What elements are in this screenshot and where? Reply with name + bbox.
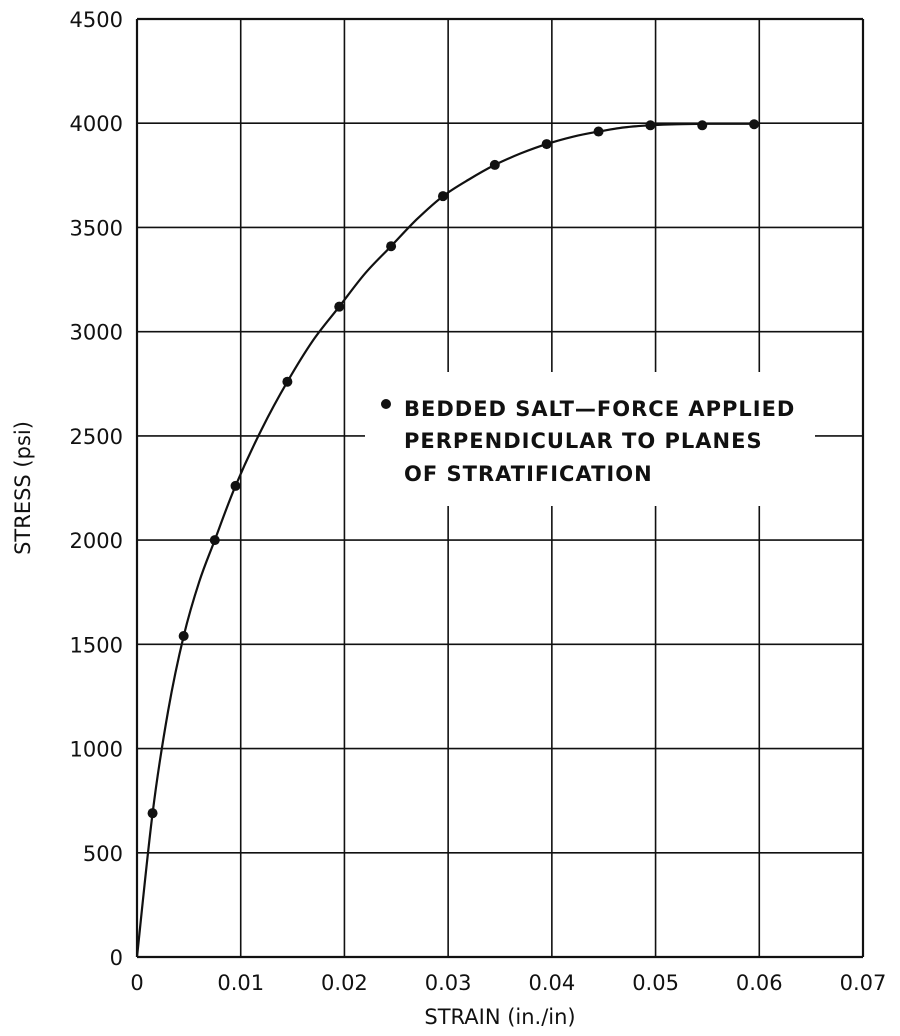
y-axis-title: STRESS (psi) <box>11 421 35 555</box>
y-tick-label: 500 <box>83 842 123 866</box>
y-tick-label: 3500 <box>70 216 123 240</box>
data-point <box>209 535 220 546</box>
data-point <box>178 630 189 641</box>
data-point <box>593 126 604 137</box>
data-point <box>147 808 158 819</box>
data-points <box>147 119 760 819</box>
data-point <box>334 301 345 312</box>
x-tick-label: 0.05 <box>632 971 679 995</box>
data-point <box>749 119 760 130</box>
x-axis-title: STRAIN (in./in) <box>424 1005 575 1029</box>
x-tick-labels: 0 0.01 0.02 0.03 0.04 0.05 0.06 0.07 <box>130 971 886 995</box>
legend-line-2: PERPENDICULAR TO PLANES <box>404 429 763 453</box>
y-tick-label: 1000 <box>70 738 123 762</box>
data-point <box>541 139 552 150</box>
x-tick-label: 0.01 <box>217 971 264 995</box>
data-point <box>282 376 293 387</box>
legend: BEDDED SALT—FORCE APPLIED PERPENDICULAR … <box>381 397 795 486</box>
data-point <box>645 120 656 131</box>
legend-background <box>365 372 815 506</box>
legend-line-3: OF STRATIFICATION <box>404 462 653 486</box>
x-tick-label: 0.07 <box>840 971 887 995</box>
legend-line-1: BEDDED SALT—FORCE APPLIED <box>404 397 795 421</box>
x-tick-label: 0.06 <box>736 971 783 995</box>
data-point <box>437 191 448 202</box>
y-tick-label: 4000 <box>70 112 123 136</box>
data-point <box>489 159 500 170</box>
data-point <box>386 241 397 252</box>
x-tick-label: 0.03 <box>425 971 472 995</box>
data-point <box>697 120 708 131</box>
x-tick-label: 0.04 <box>528 971 575 995</box>
y-tick-label: 0 <box>110 946 123 970</box>
legend-marker <box>381 399 391 409</box>
y-tick-label: 4500 <box>70 8 123 32</box>
x-tick-label: 0.02 <box>321 971 368 995</box>
y-tick-labels: 0 500 1000 1500 2000 2500 3000 3500 4000 4500 <box>70 8 123 970</box>
x-tick-label: 0 <box>130 971 143 995</box>
y-tick-label: 3000 <box>70 321 123 345</box>
data-point <box>230 480 241 491</box>
y-tick-label: 2000 <box>70 529 123 553</box>
y-tick-label: 1500 <box>70 633 123 657</box>
y-tick-label: 2500 <box>70 425 123 449</box>
